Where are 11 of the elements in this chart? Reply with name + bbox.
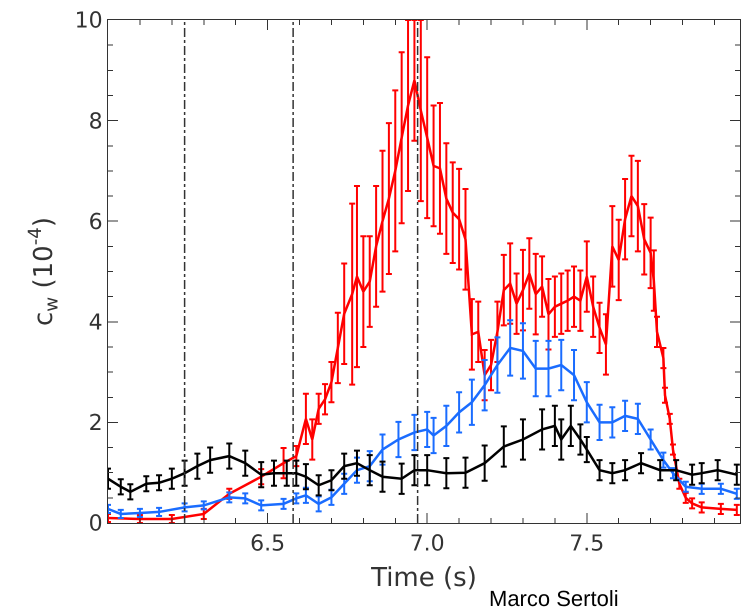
y-tick-label: 8 <box>88 109 103 134</box>
x-tick-label: 7.5 <box>569 531 604 556</box>
y-tick-label: 6 <box>88 210 103 235</box>
y-tick-label: 10 <box>74 8 103 34</box>
y-tick-label: 2 <box>88 411 103 436</box>
x-axis-title: Time (s) <box>370 563 477 594</box>
y-tick-label: 4 <box>88 310 103 336</box>
x-tick-label: 7.0 <box>410 531 445 556</box>
x-tick-label: 6.5 <box>250 531 286 556</box>
text: Marco Sertoli <box>489 586 619 611</box>
y-tick-label: 0 <box>88 512 103 537</box>
